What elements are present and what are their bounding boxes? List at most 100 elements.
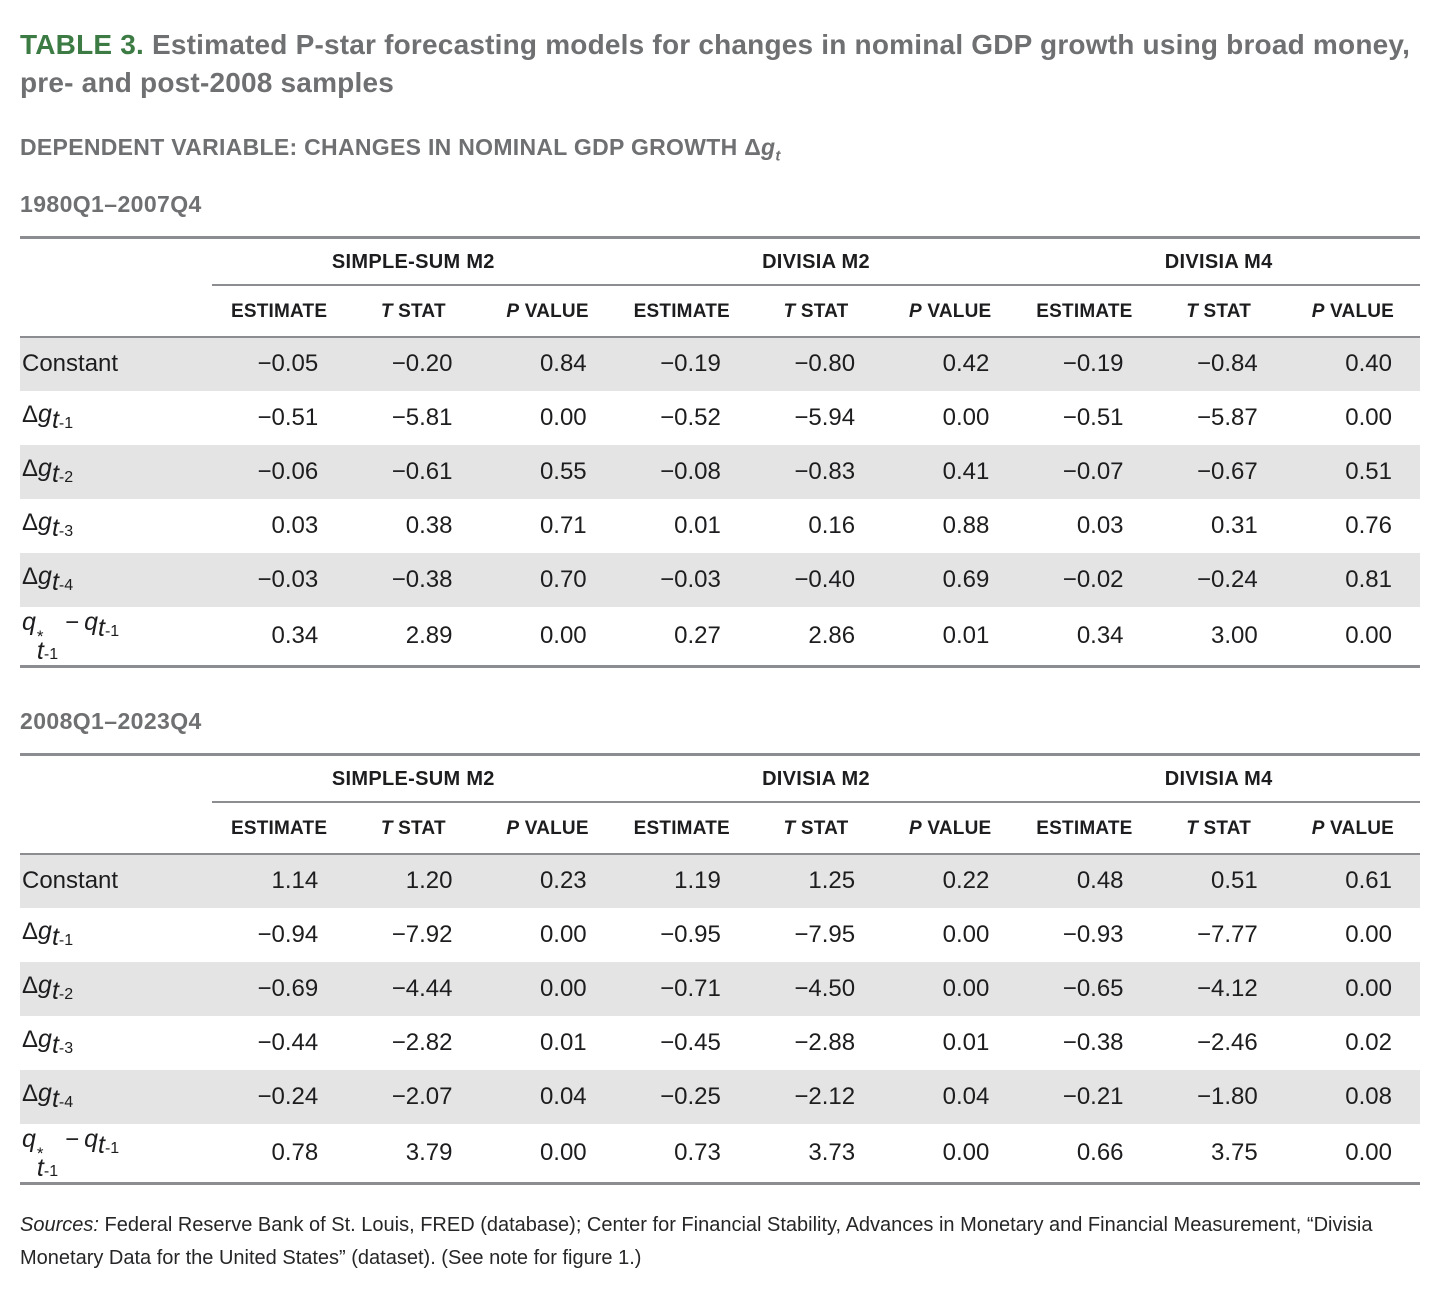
row-label: Δgt-1 [22, 400, 74, 435]
cell-value: 0.88 [942, 511, 990, 539]
cell-value: −0.38 [1062, 1028, 1124, 1056]
cell-value: −0.45 [660, 1028, 721, 1056]
cell-value: 0.00 [1285, 961, 1420, 1016]
column-header: T STAT [748, 284, 884, 338]
column-group-header: SIMPLE-SUM M2 [212, 235, 615, 286]
cell-value: −7.95 [794, 920, 856, 948]
cell-value: 0.00 [1285, 606, 1420, 668]
cell-value: 3.00 [1151, 606, 1286, 668]
cell-value: 0.01 [883, 606, 1018, 668]
cell-value: 0.03 [271, 511, 319, 539]
cell-value: 0.08 [1285, 1069, 1420, 1124]
cell-value: 3.79 [346, 1123, 481, 1185]
column-header-row: ESTIMATE T STAT P VALUE ESTIMATE T STAT P VAL… [20, 801, 1420, 855]
cell-value: 0.84 [480, 336, 615, 391]
table-row: Δgt-2 −0.06 −0.61 0.55 −0.08 −0.83 0.41 −0.07 −0… [20, 444, 1420, 499]
column-group-header: DIVISIA M2 [614, 752, 1018, 803]
delta-g-symbol: Δgt [744, 134, 781, 165]
row-label: Δgt-3 [22, 1025, 74, 1060]
cell-value: −0.69 [212, 961, 347, 1016]
column-header: P VALUE [883, 284, 1018, 338]
cell-value: 0.69 [883, 552, 1018, 607]
cell-value: −0.44 [257, 1028, 319, 1056]
column-header: T STAT [1151, 801, 1286, 855]
cell-value: 0.70 [480, 552, 615, 607]
cell-value: 0.34 [212, 606, 347, 668]
cell-value: −0.84 [1151, 336, 1286, 391]
dependent-variable-text: DEPENDENT VARIABLE: CHANGES IN NOMINAL G… [20, 134, 745, 161]
table-row: Δgt-2 −0.69 −4.44 0.00 −0.71 −4.50 0.00 −0.65 −4… [20, 961, 1420, 1016]
cell-value: −0.40 [748, 552, 884, 607]
cell-value: −0.19 [614, 336, 749, 391]
column-group-header: DIVISIA M4 [1017, 235, 1420, 286]
column-header: P VALUE [883, 801, 1018, 855]
column-header: P VALUE [1285, 801, 1420, 855]
cell-value: −7.92 [391, 920, 453, 948]
cell-value: 0.00 [480, 961, 615, 1016]
cell-value: −0.08 [614, 444, 749, 499]
sources-label: Sources: [20, 1213, 99, 1236]
cell-value: −2.88 [794, 1028, 856, 1056]
column-header: ESTIMATE [1017, 801, 1152, 855]
cell-value: −0.80 [748, 336, 884, 391]
table-body: Constant −0.05 −0.20 0.84 −0.19 −0.80 0.42 −0.1… [20, 336, 1420, 668]
cell-value: 3.73 [748, 1123, 884, 1185]
group-header-row: SIMPLE-SUM M2 DIVISIA M2 DIVISIA M4 [20, 235, 1420, 286]
column-header: T STAT [346, 284, 481, 338]
row-label: Δgt-2 [20, 444, 212, 499]
cell-value: 0.04 [480, 1069, 615, 1124]
table-row: Δgt-1 −0.51 −5.81 0.00 −0.52 −5.94 0.00 −0.51 −5… [20, 391, 1420, 445]
column-header: P VALUE [480, 801, 615, 855]
cell-value: −0.95 [660, 920, 721, 948]
sources-note: Sources: Federal Reserve Bank of St. Lou… [20, 1209, 1420, 1275]
cell-value: −0.03 [212, 552, 347, 607]
cell-value: −0.67 [1151, 444, 1286, 499]
cell-value: 0.01 [942, 1028, 990, 1056]
table-row: Δgt-3 0.03 0.38 0.71 0.01 0.16 0.88 0.03 0.31 0.7… [20, 499, 1420, 553]
cell-value: −0.94 [257, 920, 319, 948]
cell-value: 0.16 [808, 511, 856, 539]
column-header: ESTIMATE [614, 284, 749, 338]
sample-period-heading-post2008: 2008Q1–2023Q4 [20, 707, 202, 734]
column-header: ESTIMATE [1017, 284, 1152, 338]
row-label: q * t-1− qt-1 [20, 1123, 212, 1185]
cell-value: 0.23 [480, 853, 615, 908]
table-row: q * t-1− qt-1 0.34 2.89 0.00 0.27 2.86 0.01 0.34 3.… [20, 606, 1420, 668]
cell-value: 1.20 [346, 853, 481, 908]
cell-value: −2.12 [748, 1069, 884, 1124]
cell-value: −1.80 [1151, 1069, 1286, 1124]
row-label: Constant [20, 336, 212, 391]
group-header-row: SIMPLE-SUM M2 DIVISIA M2 DIVISIA M4 [20, 752, 1420, 803]
cell-value: 0.34 [1017, 606, 1152, 668]
column-header: ESTIMATE [212, 801, 347, 855]
cell-value: 1.19 [614, 853, 749, 908]
row-label: q * t-1− qt-1 [20, 606, 212, 668]
cell-value: 0.22 [883, 853, 1018, 908]
cell-value: 0.61 [1285, 853, 1420, 908]
table-title: TABLE 3. Estimated P-star forecasting mo… [20, 26, 1420, 102]
cell-value: 0.00 [539, 403, 587, 431]
table-row: q * t-1− qt-1 0.78 3.79 0.00 0.73 3.73 0.00 0.66 3.… [20, 1123, 1420, 1185]
sample-section-post2008: 2008Q1–2023Q4 SIMPLE-SUM M2 DIVISIA M2 D… [20, 708, 1420, 1185]
cell-value: −0.07 [1017, 444, 1152, 499]
cell-value: −0.03 [614, 552, 749, 607]
results-table-post2008: SIMPLE-SUM M2 DIVISIA M2 DIVISIA M4 ESTI… [20, 752, 1420, 1185]
cell-value: −0.20 [346, 336, 481, 391]
column-group-header: DIVISIA M4 [1017, 752, 1420, 803]
column-group-header: DIVISIA M2 [614, 235, 1018, 286]
table-body: Constant 1.14 1.20 0.23 1.19 1.25 0.22 0.48 0.51… [20, 853, 1420, 1185]
cell-value: 0.00 [942, 920, 990, 948]
cell-value: 0.00 [1345, 403, 1392, 431]
cell-value: −0.19 [1017, 336, 1152, 391]
table-row: Constant −0.05 −0.20 0.84 −0.19 −0.80 0.42 −0.1… [20, 336, 1420, 391]
cell-value: −2.07 [346, 1069, 481, 1124]
cell-value: 2.86 [748, 606, 884, 668]
cell-value: 0.51 [1151, 853, 1286, 908]
cell-value: 0.00 [480, 1123, 615, 1185]
cell-value: 0.00 [1345, 920, 1392, 948]
cell-value: 0.71 [539, 511, 587, 539]
table-row: Δgt-3 −0.44 −2.82 0.01 −0.45 −2.88 0.01 −0.38 −2… [20, 1016, 1420, 1070]
cell-value: 0.03 [1076, 511, 1124, 539]
table-row: Constant 1.14 1.20 0.23 1.19 1.25 0.22 0.48 0.51… [20, 853, 1420, 908]
